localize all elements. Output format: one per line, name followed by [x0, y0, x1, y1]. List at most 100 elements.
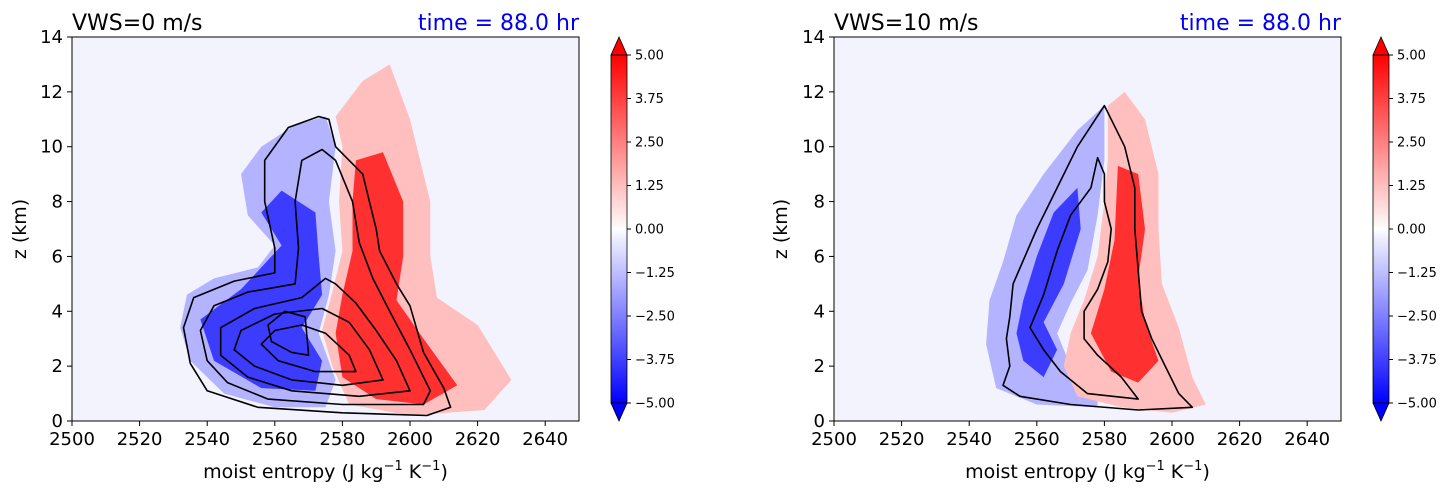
left-colorbar: 5.00 3.75 2.50 1.25 0.00 −1.25 −2.50 −3.75 −5.00 [610, 36, 675, 422]
colorbar-tick-label: −3.75 [1397, 353, 1437, 368]
left-colorbar-bottom-extension [610, 402, 628, 422]
x-tick-label: 2540 [184, 429, 230, 450]
contour-line-2 [199, 148, 432, 406]
left-x-ticks: 2500 2520 2540 2560 2580 2600 2620 2640 [49, 421, 568, 450]
colorbar-tick-label: 0.00 [635, 223, 664, 238]
y-tick-label: 2 [52, 356, 63, 377]
right-x-ticks: 2500 2520 2540 2560 2580 2600 2620 2640 [811, 421, 1330, 450]
x-tick-label: 2500 [49, 429, 95, 450]
blue-core [200, 190, 323, 391]
colorbar-tick-label: 3.75 [635, 92, 664, 107]
colorbar-tick-label: −5.00 [1397, 397, 1437, 412]
colorbar-tick-label: −3.75 [635, 353, 675, 368]
y-tick-label: 12 [40, 82, 63, 103]
y-tick-label: 0 [52, 411, 63, 432]
contour-line-6 [267, 310, 310, 356]
right-axes-frame [833, 36, 1342, 422]
blue-core [1016, 187, 1081, 378]
colorbar-tick-label: −2.50 [635, 310, 675, 325]
left-xlabel-part3: ) [440, 461, 447, 483]
colorbar-tick-label: 2.50 [1397, 136, 1426, 151]
colorbar-tick-label: 0.00 [1397, 223, 1426, 238]
red-core [335, 152, 458, 405]
y-tick-label: 10 [40, 137, 63, 158]
left-panel: 2500 2520 2540 2560 2580 2600 2620 2640 0 2 4 6 8 10… [9, 11, 675, 483]
colorbar-tick-label: 1.25 [635, 179, 664, 194]
contour-line-1 [1002, 104, 1194, 411]
x-tick-label: 2640 [1284, 429, 1330, 450]
y-tick-label: 0 [814, 411, 825, 432]
right-xlabel-part3: ) [1202, 461, 1209, 483]
left-colorbar-gradient [610, 54, 628, 404]
right-plot-area [834, 37, 1341, 421]
right-xlabel-sup1: −1 [1146, 459, 1165, 474]
y-tick-label: 14 [40, 27, 63, 48]
right-x-axis-label: moist entropy (J kg−1 K−1) [965, 459, 1210, 483]
left-axes-frame [71, 36, 580, 422]
right-colorbar-ticks: 5.00 3.75 2.50 1.25 0.00 −1.25 −2.50 −3.75 −5.00 [1389, 49, 1437, 412]
colorbar-tick-label: −2.50 [1397, 310, 1437, 325]
x-tick-label: 2620 [1217, 429, 1263, 450]
x-tick-label: 2560 [1014, 429, 1060, 450]
colorbar-tick-label: 2.50 [635, 136, 664, 151]
y-tick-label: 12 [802, 82, 825, 103]
right-xlabel-part1: moist entropy (J kg [965, 461, 1145, 483]
y-tick-label: 8 [52, 192, 63, 213]
colorbar-tick-label: 1.25 [1397, 179, 1426, 194]
left-x-axis-label: moist entropy (J kg−1 K−1) [203, 459, 448, 483]
right-xlabel-sup2: −1 [1183, 459, 1202, 474]
right-colorbar-gradient [1372, 54, 1390, 404]
right-colorbar-top-extension [1372, 36, 1390, 56]
left-contour-lines [182, 115, 452, 417]
y-tick-label: 14 [802, 27, 825, 48]
colorbar-tick-label: 5.00 [635, 49, 664, 64]
y-tick-label: 4 [52, 301, 63, 322]
right-contour-lines [1002, 104, 1194, 411]
left-y-axis-label: z (km) [9, 199, 31, 259]
right-y-ticks: 0 2 4 6 8 10 12 14 [802, 27, 834, 432]
right-xlabel-part2: K [1165, 461, 1184, 483]
contour-line-3 [219, 277, 411, 398]
red-core [1090, 165, 1159, 383]
right-time-label: time = 88.0 hr [1180, 11, 1342, 36]
y-tick-label: 6 [814, 246, 825, 267]
left-colorbar-top-extension [610, 36, 628, 56]
right-panel: 2500 2520 2540 2560 2580 2600 2620 2640 0 2 4 6 8 10… [770, 11, 1437, 483]
right-filled-contours [986, 91, 1206, 413]
x-tick-label: 2620 [455, 429, 501, 450]
left-xlabel-sup1: −1 [384, 459, 403, 474]
colorbar-tick-label: 5.00 [1397, 49, 1426, 64]
x-tick-label: 2600 [1149, 429, 1195, 450]
right-colorbar: 5.00 3.75 2.50 1.25 0.00 −1.25 −2.50 −3.75 −5.00 [1372, 36, 1437, 422]
y-tick-label: 4 [814, 301, 825, 322]
colorbar-tick-label: −1.25 [635, 266, 675, 281]
x-tick-label: 2580 [319, 429, 365, 450]
colorbar-tick-label: 3.75 [1397, 92, 1426, 107]
contour-line-1 [182, 115, 452, 417]
left-colorbar-ticks: 5.00 3.75 2.50 1.25 0.00 −1.25 −2.50 −3.75 −5.00 [627, 49, 675, 412]
left-xlabel-part1: moist entropy (J kg [203, 461, 383, 483]
colorbar-tick-label: −1.25 [1397, 266, 1437, 281]
left-y-ticks: 0 2 4 6 8 10 12 14 [40, 27, 72, 432]
left-time-label: time = 88.0 hr [418, 11, 580, 36]
left-xlabel-sup2: −1 [421, 459, 440, 474]
left-xlabel-part2: K [403, 461, 422, 483]
x-tick-label: 2560 [252, 429, 298, 450]
x-tick-label: 2540 [946, 429, 992, 450]
y-tick-label: 6 [52, 246, 63, 267]
right-panel-title: VWS=10 m/s [834, 11, 979, 36]
contour-line-2 [1029, 156, 1139, 400]
x-tick-label: 2640 [522, 429, 568, 450]
left-plot-area [72, 37, 579, 421]
right-colorbar-bottom-extension [1372, 402, 1390, 422]
x-tick-label: 2500 [811, 429, 857, 450]
left-panel-title: VWS=0 m/s [72, 11, 203, 36]
x-tick-label: 2520 [117, 429, 163, 450]
y-tick-label: 10 [802, 137, 825, 158]
x-tick-label: 2520 [879, 429, 925, 450]
y-tick-label: 2 [814, 356, 825, 377]
x-tick-label: 2580 [1081, 429, 1127, 450]
colorbar-tick-label: −5.00 [635, 397, 675, 412]
y-tick-label: 8 [814, 192, 825, 213]
